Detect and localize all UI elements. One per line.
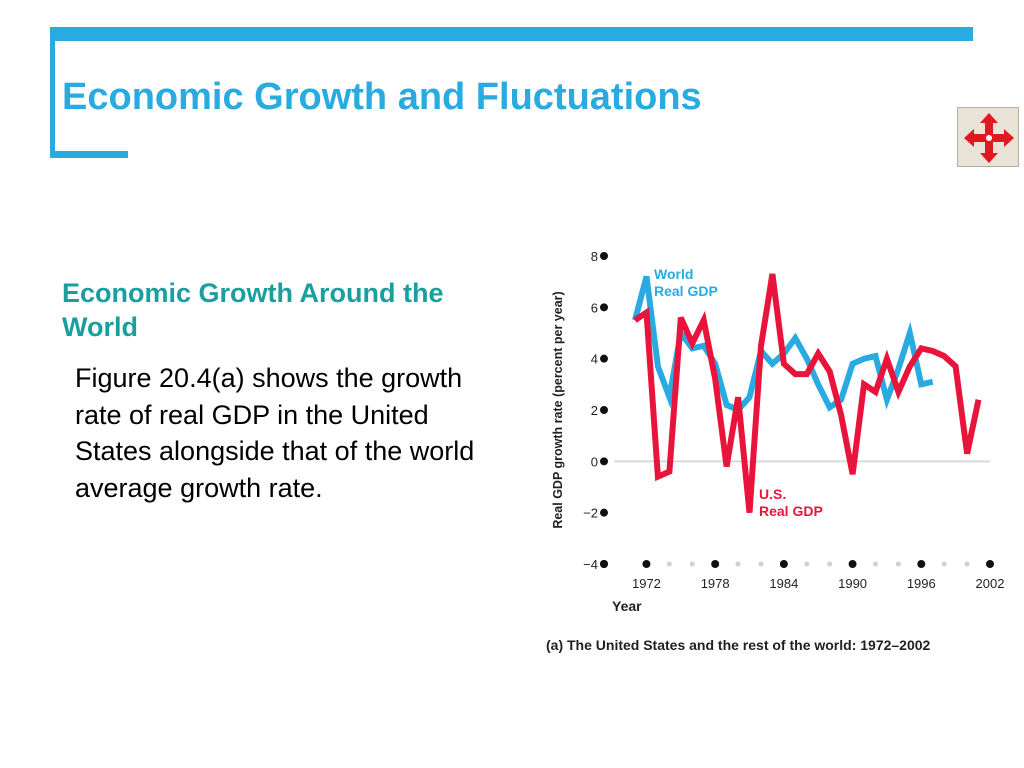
x-tick-label: 1996	[907, 576, 936, 591]
x-tick-label: 1978	[701, 576, 730, 591]
x-axis-title: Year	[612, 598, 642, 614]
x-tick-dot	[600, 560, 608, 568]
x-minor-tick-dot	[666, 561, 672, 567]
x-minor-tick-dot	[804, 561, 810, 567]
x-minor-tick-dot	[735, 561, 741, 567]
x-tick-label: 1990	[838, 576, 867, 591]
y-tick-dot	[600, 457, 608, 466]
x-minor-tick-dot	[964, 561, 970, 567]
x-tick-dot	[848, 560, 857, 568]
body-paragraph: Figure 20.4(a) shows the growth rate of …	[75, 363, 475, 503]
y-tick-dot	[600, 508, 608, 517]
y-tick-label: 6	[591, 300, 598, 315]
y-tick-label: 4	[591, 352, 598, 367]
y-axis-title: Real GDP growth rate (percent per year)	[551, 291, 565, 528]
x-minor-tick-dot	[872, 561, 878, 567]
chart-canvas: −4 −2 0 2 4 6 8 1972 1978 1984 1990 1996 2002 World…	[546, 249, 1004, 653]
x-minor-tick-dot	[689, 561, 695, 567]
world-series-label: World Real GDP	[654, 266, 718, 299]
navigation-button[interactable]	[957, 107, 1019, 167]
chart-caption: (a) The United States and the rest of th…	[546, 637, 931, 653]
x-tick-dot	[917, 560, 926, 568]
title-accent-bottom-bar	[50, 151, 128, 158]
title-accent-bar	[50, 27, 973, 41]
title-accent-left-bar	[50, 27, 55, 157]
y-tick-label: 8	[591, 249, 598, 264]
y-tick-label: −4	[583, 557, 598, 572]
gdp-growth-chart: −4 −2 0 2 4 6 8 1972 1978 1984 1990 1996 2002 World…	[540, 236, 1010, 666]
x-tick-label: 1972	[632, 576, 661, 591]
x-tick-label: 1984	[769, 576, 798, 591]
x-tick-dot	[642, 560, 651, 568]
x-tick-label: 2002	[976, 576, 1005, 591]
series-lines	[632, 273, 982, 513]
y-axis: −4 −2 0 2 4 6 8	[583, 249, 608, 572]
y-tick-label: 0	[591, 454, 598, 469]
y-tick-dot	[600, 252, 608, 260]
y-tick-label: −2	[583, 506, 598, 521]
section-heading: Economic Growth Around the World	[62, 278, 444, 342]
x-minor-tick-dot	[758, 561, 764, 567]
four-way-arrows-icon	[964, 113, 1014, 163]
x-minor-tick-dot	[941, 561, 947, 567]
y-tick-dot	[600, 303, 608, 312]
x-minor-tick-dot	[827, 561, 833, 567]
x-tick-dot	[986, 560, 994, 568]
x-tick-dot	[711, 560, 720, 568]
us-series-label: U.S. Real GDP	[759, 486, 823, 519]
x-minor-tick-dot	[895, 561, 901, 567]
y-tick-dot	[600, 354, 608, 363]
x-tick-dot	[779, 560, 788, 568]
slide-title: Economic Growth and Fluctuations	[62, 76, 702, 118]
series-labels: World Real GDP U.S. Real GDP	[654, 266, 823, 519]
x-axis: 1972 1978 1984 1990 1996 2002	[600, 560, 1004, 591]
y-tick-dot	[600, 406, 608, 414]
us-gdp-line	[633, 273, 982, 513]
y-tick-label: 2	[591, 403, 598, 418]
